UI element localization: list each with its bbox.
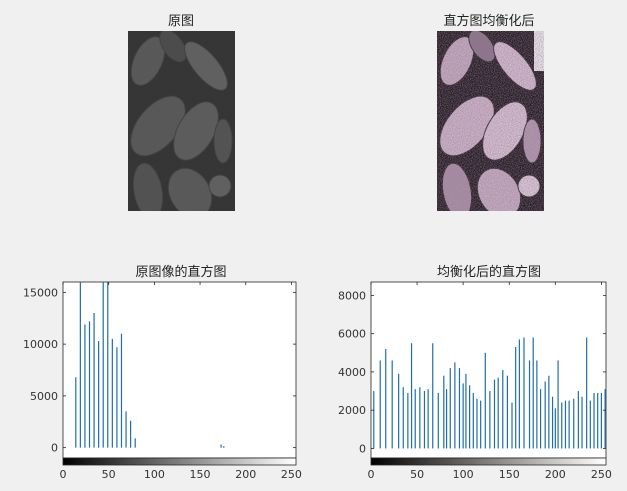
x-tick-label: 50 [410, 468, 424, 481]
equalized-image [437, 29, 544, 220]
y-tick-label: 2000 [338, 404, 366, 417]
y-tick-label: 4000 [338, 366, 366, 379]
x-tick-label: 150 [499, 468, 520, 481]
grayscale-colorbar [370, 457, 607, 466]
equalized-histogram-title: 均衡化后的直方图 [436, 265, 542, 280]
x-tick-label: 250 [281, 468, 302, 481]
y-tick-label: 0 [51, 442, 58, 455]
grayscale-colorbar [62, 457, 297, 466]
x-tick-label: 50 [102, 468, 116, 481]
x-tick-label: 200 [235, 468, 256, 481]
plot-area [370, 281, 607, 459]
plot-area [62, 281, 297, 459]
original-image-title: 原图 [167, 14, 195, 29]
y-tick-label: 10000 [23, 338, 58, 351]
x-tick-label: 0 [60, 468, 67, 481]
y-tick-label: 6000 [338, 328, 366, 341]
x-tick-label: 100 [453, 468, 474, 481]
histogram-1-plot: 0 2000 4000 6000 8000 0 50 100 150 200 250 [338, 281, 612, 481]
y-tick-label: 15000 [23, 286, 58, 299]
y-tick-label: 0 [359, 442, 366, 455]
y-tick-label: 5000 [30, 390, 58, 403]
x-tick-label: 0 [368, 468, 375, 481]
x-tick-label: 250 [591, 468, 612, 481]
x-tick-label: 200 [545, 468, 566, 481]
histogram-0-plot: 0 5000 10000 15000 0 50 100 150 200 250 [23, 281, 302, 481]
x-tick-label: 150 [190, 468, 211, 481]
equalized-image-title: 直方图均衡化后 [443, 14, 535, 29]
original-image [128, 29, 235, 220]
y-tick-label: 8000 [338, 289, 366, 302]
x-tick-label: 100 [144, 468, 165, 481]
original-histogram-title: 原图像的直方图 [135, 265, 227, 280]
